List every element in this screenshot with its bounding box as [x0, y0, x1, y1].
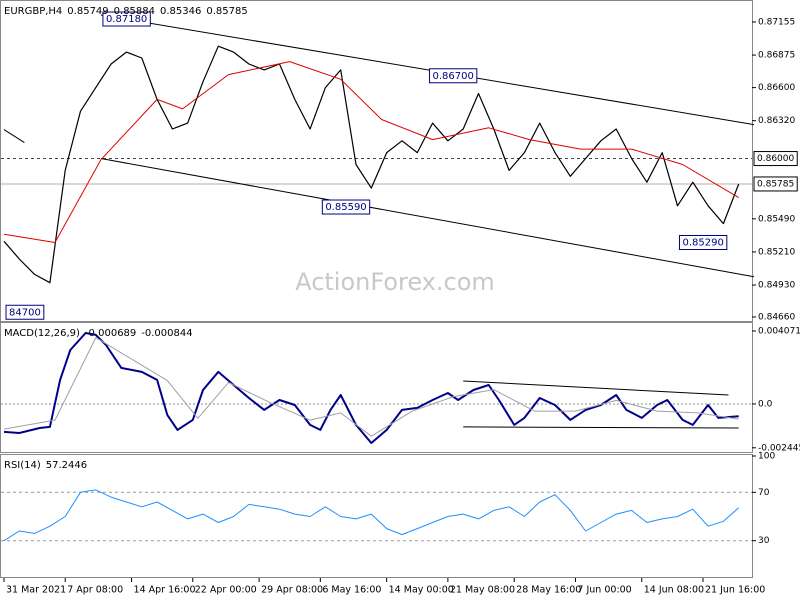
y-tick-label: 70 [758, 488, 770, 498]
y-tick-label: -0.002445 [758, 443, 800, 453]
x-tick-label: 7 Apr 08:00 [67, 585, 123, 596]
annotation-box [102, 11, 151, 27]
x-tick-label: 31 Mar 2021 [6, 585, 66, 596]
y-tick-label: 0.86320 [758, 116, 795, 126]
y-tick-label: 0.004071 [758, 326, 800, 336]
series-line [3, 332, 739, 444]
panel-frame [0, 322, 753, 453]
annotation-label: 84700 [9, 307, 41, 318]
panel-title: RSI(14) [4, 460, 41, 471]
level-label-box [753, 176, 798, 192]
y-tick-label: 0.85210 [758, 247, 795, 257]
panel-title: EURGBP,H4 [4, 6, 62, 17]
annotation-label: 0.86700 [432, 71, 473, 82]
panel-frame [0, 454, 753, 578]
panel-frame [0, 0, 753, 322]
trendline [100, 14, 755, 126]
level-label-box [753, 151, 798, 167]
level-label: 0.86000 [757, 154, 794, 164]
x-tick-label: 21 May 08:00 [450, 585, 515, 596]
x-tick-label: 28 May 16:00 [516, 585, 581, 596]
level-label: 0.85785 [757, 179, 794, 189]
annotation-box [5, 304, 45, 320]
ohlc-value: 0.85346 [160, 6, 201, 17]
series-line [3, 337, 739, 437]
series-line [3, 45, 740, 284]
indicator-readout: 57.2446 [46, 460, 87, 471]
trendline [463, 426, 739, 429]
annotation-label: 0.85590 [325, 202, 366, 213]
ohlc-value: 0.85749 [67, 6, 108, 17]
y-tick-label: 0.0 [758, 399, 773, 409]
y-tick-label: 0.86875 [758, 51, 795, 61]
annotation-label: 0.87180 [106, 14, 147, 25]
annotation-label: 0.85290 [682, 237, 723, 248]
y-tick-label: 0.84660 [758, 312, 795, 322]
watermark: ActionForex.com [295, 268, 495, 296]
annotation-box [321, 199, 371, 215]
trendline [463, 380, 729, 396]
annotation-box [428, 68, 478, 84]
trendline [3, 129, 25, 144]
x-tick-label: 6 May 16:00 [322, 585, 381, 596]
x-tick-label: 21 Jun 16:00 [705, 585, 765, 596]
x-tick-label: 22 Apr 00:00 [195, 585, 257, 596]
y-tick-label: 0.86600 [758, 83, 795, 93]
series-line [3, 489, 740, 542]
y-tick-label: 0.84930 [758, 281, 795, 291]
indicator-readout: -0.000689 [85, 328, 136, 339]
x-tick-label: 7 Jun 00:00 [577, 585, 631, 596]
annotation-box [678, 234, 728, 250]
x-tick-label: 14 Apr 16:00 [134, 585, 196, 596]
x-tick-label: 14 Jun 08:00 [644, 585, 704, 596]
x-tick-label: 29 Apr 08:00 [261, 585, 323, 596]
y-tick-label: 0.85490 [758, 214, 795, 224]
panel-title: MACD(12,26,9) [4, 328, 80, 339]
y-tick-label: 30 [758, 536, 770, 546]
y-tick-label: 0.87155 [758, 17, 795, 27]
series-line [3, 61, 739, 243]
y-tick-label: 100 [758, 452, 775, 462]
ohlc-value: 0.85884 [114, 6, 155, 17]
trendline [100, 158, 755, 278]
indicator-readout: -0.000844 [141, 328, 192, 339]
x-tick-label: 14 May 00:00 [389, 585, 454, 596]
ohlc-value: 0.85785 [206, 6, 247, 17]
